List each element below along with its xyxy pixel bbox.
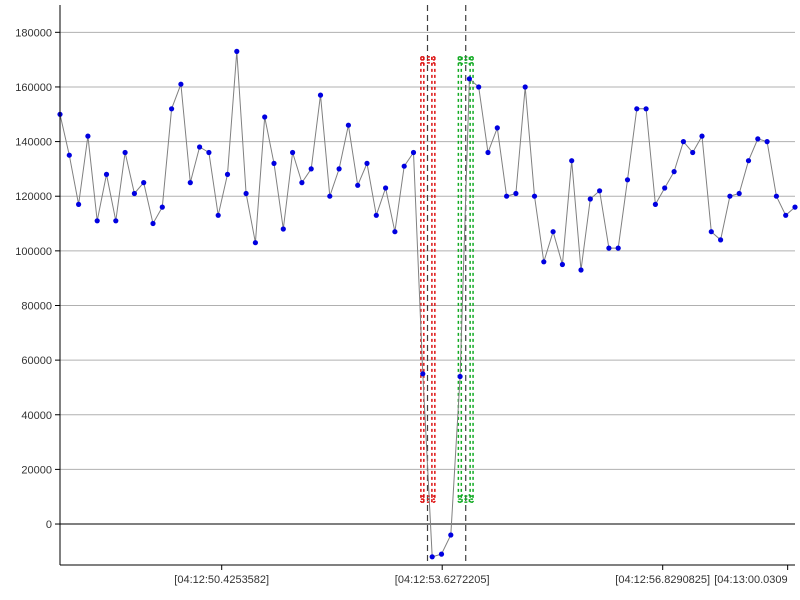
data-point — [337, 166, 342, 171]
data-point — [188, 180, 193, 185]
data-point — [411, 150, 416, 155]
y-tick-label: 100000 — [15, 246, 52, 258]
data-point — [281, 226, 286, 231]
data-point — [792, 205, 797, 210]
data-point — [569, 158, 574, 163]
x-tick-label: [04:12:53.6272205] — [395, 574, 490, 586]
data-point — [532, 194, 537, 199]
data-point — [244, 191, 249, 196]
data-point — [467, 76, 472, 81]
y-tick-label: 80000 — [21, 300, 52, 312]
data-point — [85, 134, 90, 139]
data-point — [67, 153, 72, 158]
data-point — [709, 229, 714, 234]
data-point — [439, 552, 444, 557]
data-point — [690, 150, 695, 155]
data-point — [392, 229, 397, 234]
x-tick-label: [04:12:50.4253582] — [174, 574, 269, 586]
data-point — [383, 185, 388, 190]
y-tick-label: 140000 — [15, 137, 52, 149]
y-tick-label: 40000 — [21, 410, 52, 422]
data-point — [476, 84, 481, 89]
y-tick-label: 180000 — [15, 27, 52, 39]
data-point — [160, 205, 165, 210]
data-point — [104, 172, 109, 177]
data-point — [551, 229, 556, 234]
data-point — [727, 194, 732, 199]
data-point — [513, 191, 518, 196]
data-point — [606, 246, 611, 251]
chart-svg: 0 20000 40000 60000 80000 100000 120000 140000 1… — [0, 0, 800, 600]
data-point — [290, 150, 295, 155]
data-point — [430, 554, 435, 559]
data-point — [309, 166, 314, 171]
data-point — [765, 139, 770, 144]
data-point — [225, 172, 230, 177]
data-point — [150, 221, 155, 226]
data-point — [132, 191, 137, 196]
data-point — [504, 194, 509, 199]
data-point — [616, 246, 621, 251]
data-point — [262, 114, 267, 119]
data-point — [346, 123, 351, 128]
y-tick-label: 0 — [46, 519, 52, 531]
data-point — [783, 213, 788, 218]
data-point — [420, 371, 425, 376]
data-point — [523, 84, 528, 89]
data-point — [271, 161, 276, 166]
data-point — [578, 267, 583, 272]
y-tick-label: 160000 — [15, 82, 52, 94]
data-point — [206, 150, 211, 155]
y-tick-label: 20000 — [21, 464, 52, 476]
data-point — [141, 180, 146, 185]
data-point — [197, 144, 202, 149]
data-point — [458, 374, 463, 379]
data-point — [681, 139, 686, 144]
data-point — [448, 532, 453, 537]
data-point — [560, 262, 565, 267]
data-point — [178, 82, 183, 87]
data-point — [216, 213, 221, 218]
y-tick-label: 60000 — [21, 355, 52, 367]
data-point — [253, 240, 258, 245]
data-point — [299, 180, 304, 185]
x-tick-label: [04:12:56.8290825] — [615, 574, 710, 586]
data-point — [737, 191, 742, 196]
data-point — [625, 177, 630, 182]
data-point — [169, 106, 174, 111]
data-point — [774, 194, 779, 199]
data-point — [662, 185, 667, 190]
data-point — [402, 164, 407, 169]
data-point — [234, 49, 239, 54]
timeseries-chart: 0 20000 40000 60000 80000 100000 120000 140000 1… — [0, 0, 800, 600]
data-point — [588, 196, 593, 201]
data-point — [597, 188, 602, 193]
data-point — [634, 106, 639, 111]
data-point — [364, 161, 369, 166]
data-point — [495, 125, 500, 130]
data-point — [374, 213, 379, 218]
data-point — [123, 150, 128, 155]
data-point — [541, 259, 546, 264]
data-point — [755, 136, 760, 141]
data-point — [485, 150, 490, 155]
data-point — [76, 202, 81, 207]
data-point — [318, 93, 323, 98]
data-point — [644, 106, 649, 111]
data-point — [653, 202, 658, 207]
data-point — [718, 237, 723, 242]
data-point — [113, 218, 118, 223]
y-tick-label: 120000 — [15, 191, 52, 203]
data-point — [95, 218, 100, 223]
data-point — [355, 183, 360, 188]
data-point — [699, 134, 704, 139]
data-point — [672, 169, 677, 174]
data-point — [746, 158, 751, 163]
x-tick-label: [04:13:00.0309 — [714, 574, 787, 586]
data-point — [327, 194, 332, 199]
